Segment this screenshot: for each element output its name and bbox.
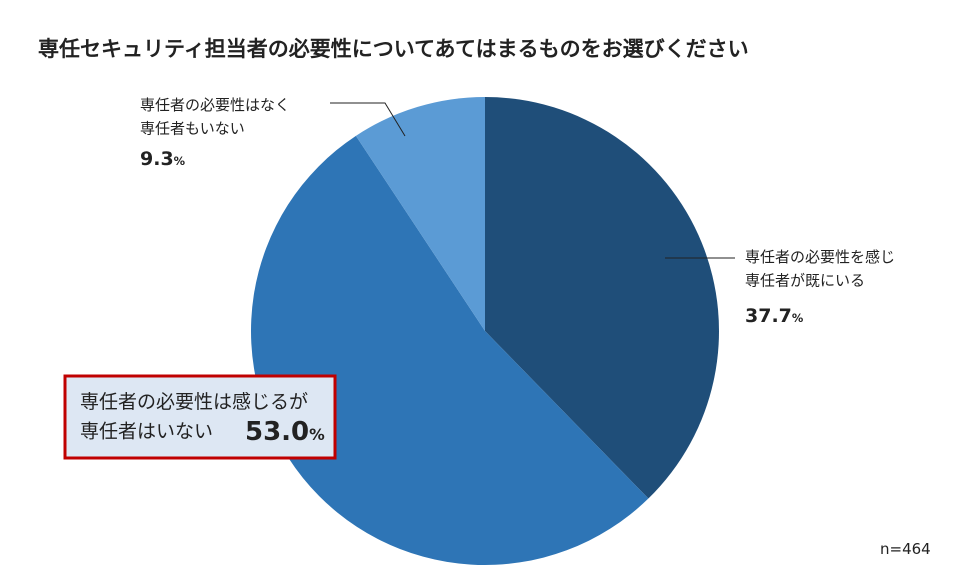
sample-note: n=464 xyxy=(880,540,931,558)
highlight-box xyxy=(63,374,337,460)
pie-slice xyxy=(485,97,719,499)
chart-title: 専任セキュリティ担当者の必要性についてあてはまるものをお選びください xyxy=(38,37,749,61)
pie-slice xyxy=(251,135,649,565)
slice-label: 専任者の必要性は感じるが専任者はいない xyxy=(80,391,308,442)
pie-slice xyxy=(355,97,485,331)
slice-label: 専任者の必要性を感じ専任者が既にいる xyxy=(745,248,895,289)
slice-label: 専任者の必要性はなく専任者もいない xyxy=(140,96,290,137)
value-label: 37.7% xyxy=(745,305,804,327)
leader-line xyxy=(330,102,406,137)
value-label: 9.3% xyxy=(140,148,186,170)
value-label: 53.0% xyxy=(245,417,325,447)
